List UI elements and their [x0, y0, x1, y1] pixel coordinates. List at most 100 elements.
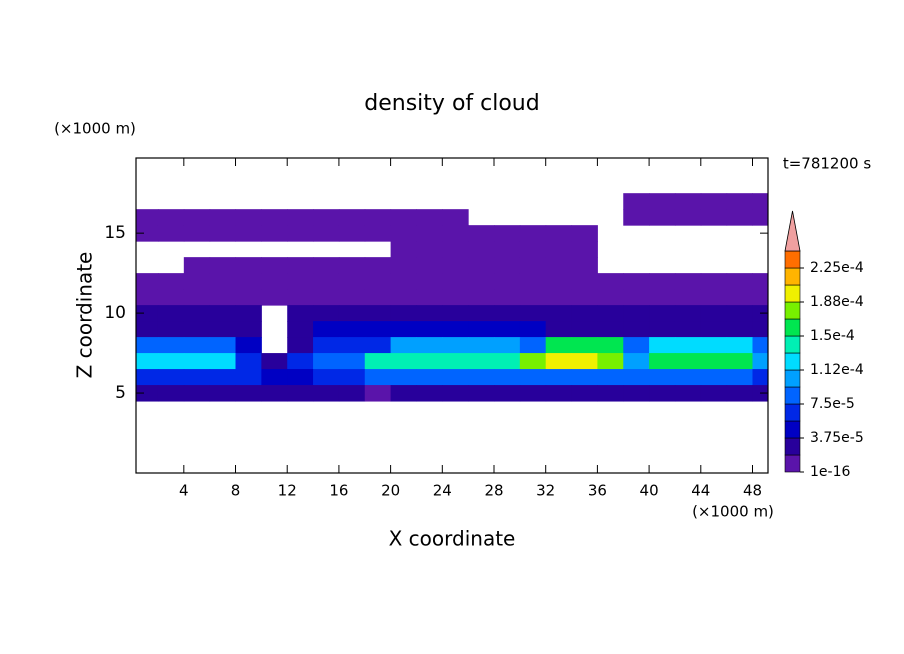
field-cell [545, 369, 573, 386]
field-cell [571, 273, 598, 290]
colorbar-band [784, 454, 801, 473]
colorbar-label: 3.75e-5 [810, 430, 864, 446]
x-tick-label: 4 [179, 482, 189, 500]
field-cell [287, 321, 314, 338]
colorbar-band [784, 301, 801, 320]
field-cell [674, 369, 702, 386]
field-cell [183, 289, 211, 306]
field-cell [752, 193, 768, 210]
colorbar-label: 1.5e-4 [810, 328, 855, 344]
field-cell [313, 369, 340, 386]
field-cell [136, 273, 159, 290]
field-cell [235, 321, 262, 338]
field-cell [674, 337, 702, 354]
x-tick-label: 36 [588, 482, 607, 500]
field-cell [157, 369, 185, 386]
field-cell [571, 369, 598, 386]
field-cell [700, 209, 728, 226]
field-cell [235, 225, 262, 242]
field-cell [442, 289, 469, 306]
field-cell [136, 369, 159, 386]
field-cell [416, 369, 443, 386]
field-cell [313, 257, 340, 274]
x-tick-label: 28 [484, 482, 503, 500]
field-cell [390, 273, 417, 290]
field-cell [442, 369, 469, 386]
x-tick-label: 44 [691, 482, 710, 500]
field-cell [597, 369, 624, 386]
field-cell [209, 337, 237, 354]
field-cell [442, 337, 469, 354]
colorbar-band [784, 437, 801, 456]
field-cell [313, 385, 340, 402]
field-cell [338, 225, 366, 242]
field-cell [235, 289, 262, 306]
field-cell [442, 385, 469, 402]
field-cell [468, 337, 495, 354]
field-cell [468, 369, 495, 386]
field-cell [674, 385, 702, 402]
field-cell [726, 337, 753, 354]
field-cell [209, 257, 237, 274]
field-cell [390, 241, 417, 258]
field-cell [136, 209, 159, 226]
field-cell [468, 241, 495, 258]
field-cell [390, 369, 417, 386]
field-cell [287, 305, 314, 322]
field-cell [338, 273, 366, 290]
field-cell [209, 321, 237, 338]
field-cell [287, 273, 314, 290]
field-cell [157, 321, 185, 338]
field-cell [235, 273, 262, 290]
field-cell [364, 353, 392, 370]
field-cell [494, 273, 521, 290]
field-cell [287, 369, 314, 386]
field-cell [674, 289, 702, 306]
field-cell [519, 353, 547, 370]
field-cell [752, 369, 768, 386]
field-cell [338, 257, 366, 274]
field-cell [468, 353, 495, 370]
field-cell [700, 369, 728, 386]
field-cell [261, 353, 288, 370]
field-cell [571, 289, 598, 306]
field-cell [649, 289, 676, 306]
x-tick-label: 40 [640, 482, 659, 500]
field-cell [571, 321, 598, 338]
field-cell [623, 321, 650, 338]
field-cell [157, 273, 185, 290]
field-cell [364, 225, 392, 242]
field-cell [183, 273, 211, 290]
field-cell [494, 289, 521, 306]
field-cell [442, 257, 469, 274]
field-cell [390, 337, 417, 354]
field-cell [597, 337, 624, 354]
field-cell [649, 369, 676, 386]
field-cell [338, 369, 366, 386]
field-cell [752, 289, 768, 306]
field-cell [136, 305, 159, 322]
field-cell [468, 385, 495, 402]
field-cell [468, 225, 495, 242]
colorbar-band [784, 420, 801, 439]
field-cell [235, 369, 262, 386]
field-cell [623, 353, 650, 370]
field-cell [136, 321, 159, 338]
field-cell [442, 225, 469, 242]
field-cell [183, 385, 211, 402]
field-cell [261, 385, 288, 402]
field-cell [287, 209, 314, 226]
field-cell [571, 337, 598, 354]
field-cell [157, 209, 185, 226]
colorbar-extension [784, 210, 801, 252]
colorbar-band [784, 267, 801, 286]
field-cell [597, 321, 624, 338]
field-cell [545, 337, 573, 354]
field-cell [752, 353, 768, 370]
field-cell [597, 353, 624, 370]
field-cell [623, 209, 650, 226]
colorbar-band [784, 318, 801, 337]
time-label: t=781200 s [783, 155, 871, 173]
field-cell [623, 369, 650, 386]
field-cell [649, 193, 676, 210]
